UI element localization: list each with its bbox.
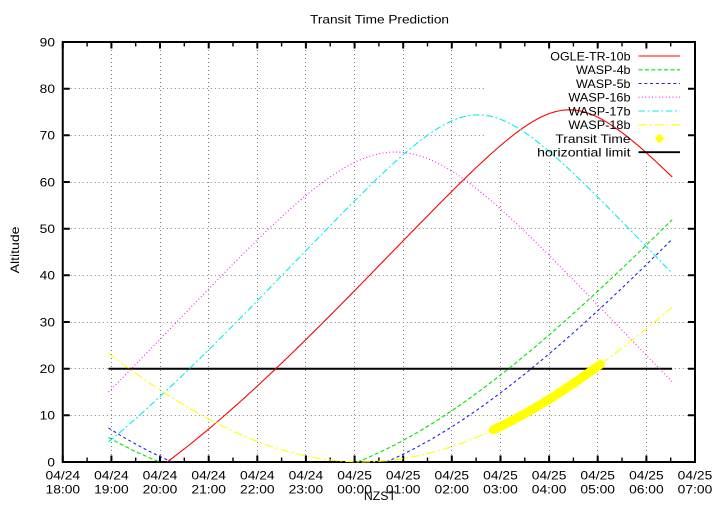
svg-text:05:00: 05:00 (580, 482, 615, 496)
svg-text:04/25: 04/25 (678, 468, 713, 482)
svg-text:60: 60 (40, 175, 56, 189)
svg-text:30: 30 (40, 315, 56, 329)
svg-text:04/24: 04/24 (94, 468, 129, 482)
svg-text:04/24: 04/24 (191, 468, 226, 482)
svg-text:WASP-4b: WASP-4b (576, 63, 631, 77)
svg-text:70: 70 (40, 129, 56, 143)
svg-text:04/25: 04/25 (435, 468, 470, 482)
svg-text:03:00: 03:00 (483, 482, 518, 496)
svg-text:07:00: 07:00 (678, 482, 713, 496)
svg-text:00:00: 00:00 (337, 482, 372, 496)
svg-text:04/25: 04/25 (386, 468, 421, 482)
svg-text:01:00: 01:00 (386, 482, 421, 496)
svg-text:20: 20 (40, 362, 56, 376)
svg-text:OGLE-TR-10b: OGLE-TR-10b (550, 49, 631, 63)
svg-text:23:00: 23:00 (289, 482, 324, 496)
svg-text:04/24: 04/24 (289, 468, 324, 482)
svg-text:04/24: 04/24 (143, 468, 178, 482)
svg-text:Altitude: Altitude (8, 226, 22, 273)
svg-text:18:00: 18:00 (46, 482, 81, 496)
svg-text:40: 40 (40, 269, 56, 283)
svg-text:04/24: 04/24 (46, 468, 81, 482)
svg-text:0: 0 (47, 455, 55, 469)
svg-text:06:00: 06:00 (629, 482, 664, 496)
svg-text:04/25: 04/25 (580, 468, 615, 482)
svg-text:04/25: 04/25 (532, 468, 567, 482)
svg-text:Transit Time Prediction: Transit Time Prediction (310, 12, 449, 26)
svg-text:90: 90 (40, 35, 56, 49)
svg-text:04/25: 04/25 (337, 468, 372, 482)
svg-text:20:00: 20:00 (143, 482, 178, 496)
svg-text:22:00: 22:00 (240, 482, 275, 496)
svg-text:02:00: 02:00 (435, 482, 470, 496)
svg-text:04/25: 04/25 (629, 468, 664, 482)
svg-text:04:00: 04:00 (532, 482, 567, 496)
svg-text:WASP-16b: WASP-16b (568, 91, 630, 105)
svg-text:horizontial limit: horizontial limit (537, 146, 631, 160)
svg-text:WASP-5b: WASP-5b (576, 77, 631, 91)
svg-text:10: 10 (40, 409, 56, 423)
svg-text:WASP-17b: WASP-17b (568, 104, 630, 118)
svg-text:80: 80 (40, 82, 56, 96)
svg-text:19:00: 19:00 (94, 482, 129, 496)
svg-text:21:00: 21:00 (191, 482, 226, 496)
svg-text:50: 50 (40, 222, 56, 236)
svg-text:04/24: 04/24 (240, 468, 275, 482)
svg-text:04/25: 04/25 (483, 468, 518, 482)
svg-text:Transit Time: Transit Time (555, 132, 630, 146)
svg-text:WASP-18b: WASP-18b (568, 118, 630, 132)
svg-text:NZST: NZST (364, 489, 397, 503)
